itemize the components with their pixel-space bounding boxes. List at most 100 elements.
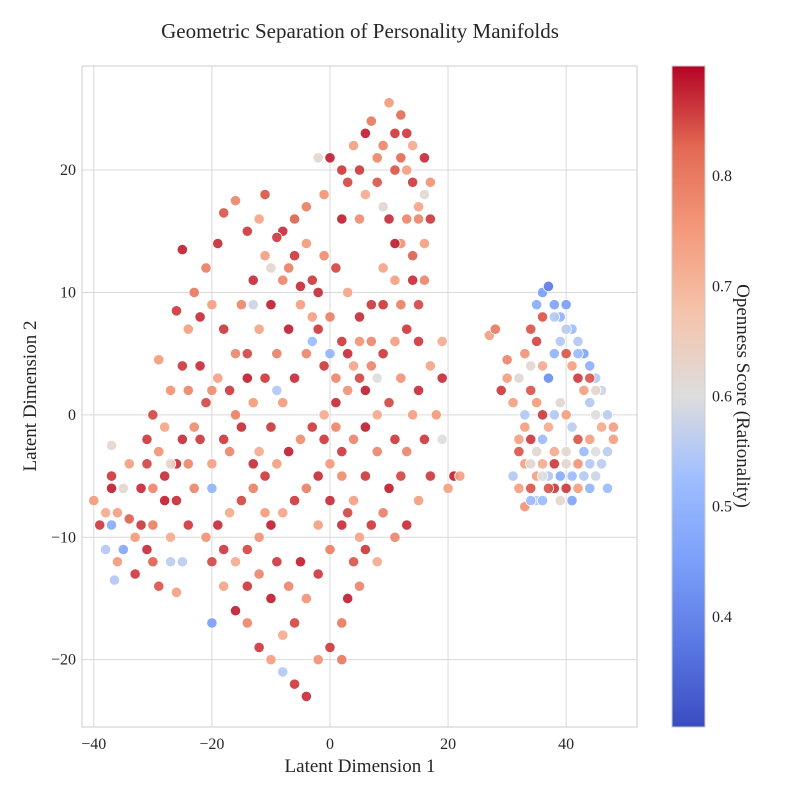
data-point xyxy=(306,274,318,286)
data-point xyxy=(584,397,596,409)
data-point xyxy=(235,421,248,433)
data-point xyxy=(300,690,312,702)
colorbar-ticks: 0.4 0.5 0.6 0.7 0.8 xyxy=(712,168,732,626)
data-point xyxy=(507,470,519,482)
data-point xyxy=(176,360,188,372)
data-point xyxy=(342,507,354,519)
data-point xyxy=(548,458,560,470)
data-point xyxy=(141,433,153,445)
data-point xyxy=(560,409,572,421)
data-point xyxy=(572,372,584,384)
data-point xyxy=(513,445,525,458)
data-point xyxy=(277,666,289,678)
data-point xyxy=(188,482,200,494)
data-point xyxy=(536,311,549,323)
data-point xyxy=(312,654,324,666)
data-point xyxy=(194,433,206,445)
data-point xyxy=(412,384,425,396)
data-point xyxy=(377,139,389,152)
data-point xyxy=(418,188,431,201)
data-point xyxy=(395,109,407,121)
data-point xyxy=(347,360,360,372)
data-point xyxy=(318,409,330,421)
data-point xyxy=(383,482,395,494)
data-point xyxy=(283,445,295,458)
data-point xyxy=(590,470,602,482)
data-point xyxy=(389,274,401,286)
data-point xyxy=(135,519,147,531)
data-point xyxy=(359,384,372,396)
data-point xyxy=(430,409,442,421)
data-point xyxy=(229,605,242,617)
data-point xyxy=(336,335,348,348)
y-axis-label: Latent Dimension 2 xyxy=(20,321,41,472)
data-point xyxy=(324,543,336,556)
data-point xyxy=(359,543,372,556)
data-point xyxy=(601,482,614,494)
data-point xyxy=(206,384,218,396)
data-point xyxy=(306,311,318,323)
data-point xyxy=(566,421,578,433)
data-point xyxy=(105,470,118,482)
data-point xyxy=(601,445,614,458)
plot-frame xyxy=(81,65,638,728)
data-point xyxy=(566,360,578,372)
data-point xyxy=(265,262,277,274)
data-point xyxy=(342,176,354,188)
data-point xyxy=(531,445,543,458)
data-point xyxy=(513,433,525,445)
data-point xyxy=(265,421,277,433)
data-point xyxy=(590,384,602,396)
data-point xyxy=(235,299,248,311)
data-point xyxy=(224,445,236,458)
data-point xyxy=(159,470,171,482)
data-point xyxy=(105,439,118,452)
data-point xyxy=(105,519,118,531)
data-point xyxy=(412,335,425,348)
data-point xyxy=(288,494,301,507)
data-point xyxy=(153,445,165,458)
data-point xyxy=(501,372,513,384)
data-point xyxy=(371,372,383,384)
data-point xyxy=(194,311,206,323)
data-point xyxy=(164,384,177,396)
data-point xyxy=(141,458,153,470)
data-point xyxy=(129,568,141,580)
data-point xyxy=(424,213,436,225)
data-point xyxy=(170,586,183,598)
data-point xyxy=(294,433,307,445)
data-point xyxy=(218,433,230,445)
data-point xyxy=(170,305,183,317)
data-point xyxy=(371,152,383,164)
data-point xyxy=(548,348,560,360)
data-point xyxy=(401,519,413,531)
data-point xyxy=(377,348,389,360)
data-point xyxy=(442,482,454,494)
data-point xyxy=(353,213,366,225)
data-point xyxy=(229,409,242,421)
data-point xyxy=(271,384,283,396)
data-point xyxy=(560,458,572,470)
data-point xyxy=(247,458,259,470)
data-point xyxy=(536,470,549,482)
data-point xyxy=(218,323,230,335)
data-point xyxy=(330,397,342,409)
data-point xyxy=(401,127,413,139)
data-point xyxy=(377,262,389,274)
colorbar-tick-label: 0.7 xyxy=(712,278,732,295)
data-point xyxy=(371,176,383,188)
data-point xyxy=(507,397,519,409)
data-point xyxy=(595,458,608,470)
data-point xyxy=(542,482,555,494)
data-point xyxy=(259,507,271,519)
data-point xyxy=(525,323,537,335)
data-point xyxy=(306,421,318,433)
data-point xyxy=(312,519,324,531)
data-point xyxy=(389,335,401,348)
data-point xyxy=(265,519,277,531)
colorbar xyxy=(671,65,706,728)
data-point xyxy=(224,507,236,519)
data-point xyxy=(407,274,419,286)
data-point xyxy=(365,360,377,372)
